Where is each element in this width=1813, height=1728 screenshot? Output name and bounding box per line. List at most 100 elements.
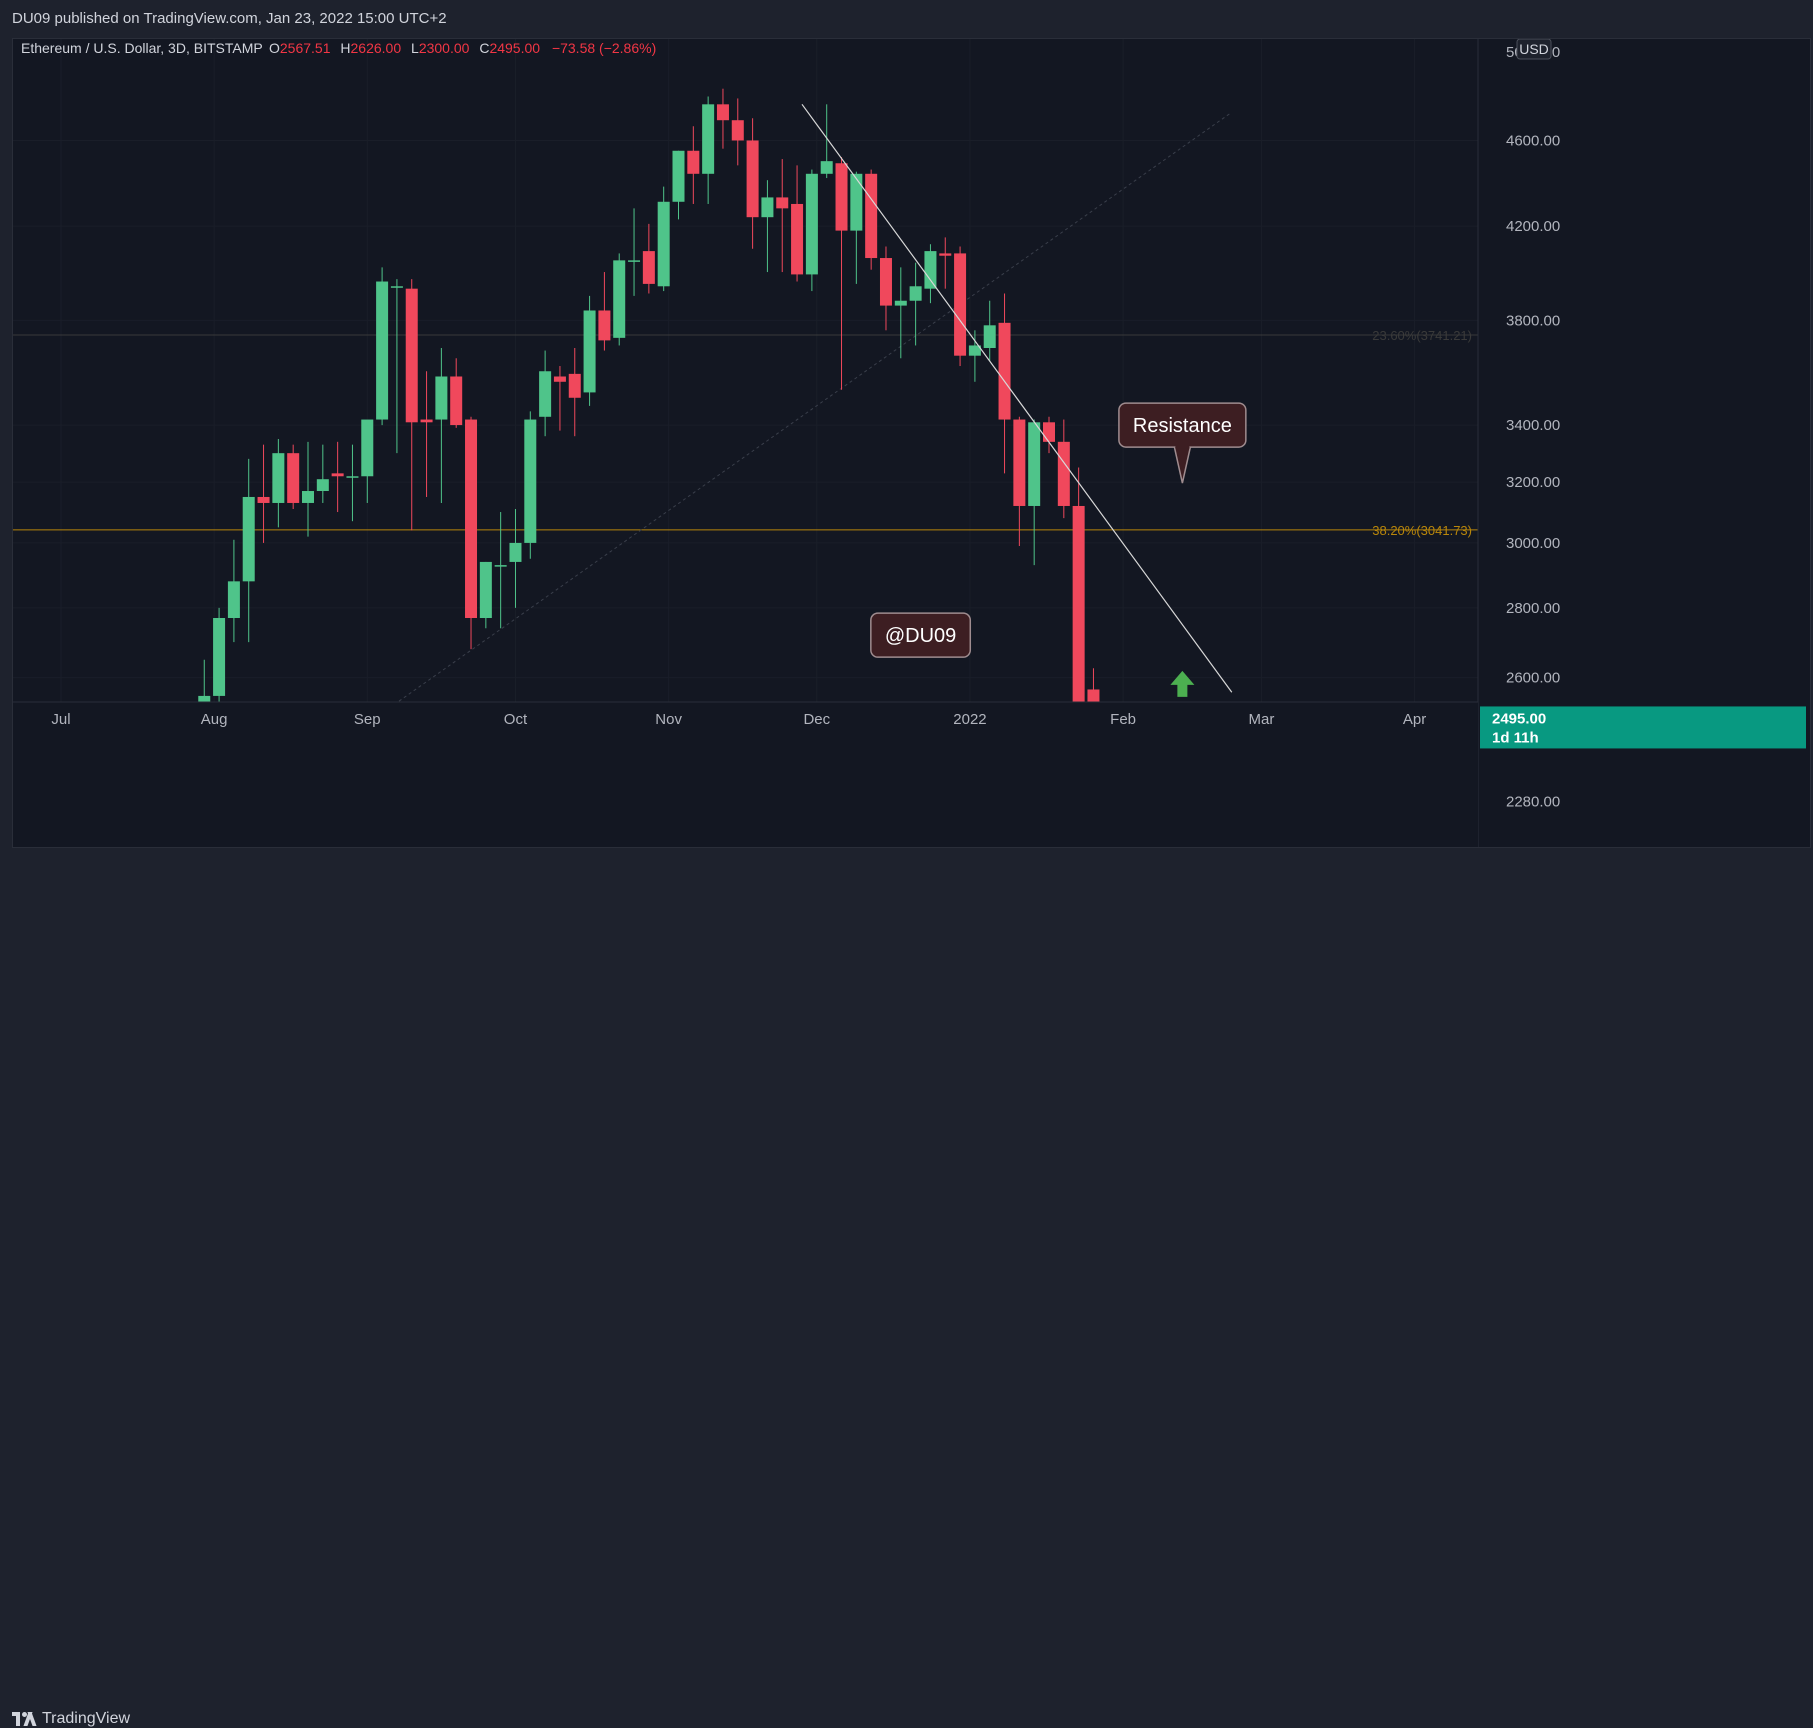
- candle-body: [213, 618, 226, 696]
- candles: [55, 88, 1100, 847]
- candle-body: [1028, 422, 1041, 506]
- candle-body: [450, 376, 463, 426]
- candle-body: [287, 453, 300, 503]
- candle-body: [998, 322, 1011, 420]
- callout-text: @DU09: [885, 625, 956, 647]
- candle-body: [524, 419, 537, 543]
- fib-level-label: 23.60%(3741.21): [1372, 328, 1472, 343]
- time-tick-label: Aug: [201, 711, 228, 728]
- time-tick-label: Sep: [354, 711, 381, 728]
- candle-body: [227, 581, 240, 619]
- symbol-legend: Ethereum / U.S. Dollar, 3D, BITSTAMP O25…: [21, 40, 656, 56]
- candle-body: [716, 104, 729, 121]
- time-tick-label: Nov: [655, 711, 682, 728]
- publish-info: DU09 published on TradingView.com, Jan 2…: [12, 10, 447, 27]
- currency-badge[interactable]: USD: [1516, 39, 1552, 60]
- candle-body: [568, 373, 581, 398]
- candle-body: [702, 104, 715, 174]
- candle-body: [865, 173, 878, 259]
- ohlc-values: O2567.51 H2626.00 L2300.00 C2495.00 −73.…: [269, 40, 656, 56]
- time-axis[interactable]: Jul Aug Sep Oct Nov Dec 2022 Feb Mar Apr: [13, 701, 1478, 847]
- currency-badge-text: USD: [1519, 41, 1549, 57]
- candle-body: [1043, 422, 1055, 442]
- candle-body: [242, 496, 255, 582]
- candle-body: [731, 120, 744, 141]
- fib-levels: 23.60%(3741.21)38.20%(3041.73)50.00%(247…: [13, 328, 1478, 731]
- candle-body: [628, 260, 641, 262]
- candle-body: [746, 140, 759, 218]
- ohlc-change: −73.58 (−2.86%): [552, 40, 656, 56]
- candle-body: [1072, 505, 1085, 715]
- candle-body: [968, 345, 981, 356]
- chart-grid: [13, 39, 1478, 802]
- chart-pane[interactable]: 23.60%(3741.21)38.20%(3041.73)50.00%(247…: [12, 38, 1811, 848]
- tradingview-logo[interactable]: TradingView: [12, 1710, 130, 1728]
- fib-level-label: 38.20%(3041.73): [1372, 523, 1472, 538]
- callout-du09[interactable]: @DU09: [870, 612, 972, 658]
- candle-body: [583, 310, 596, 393]
- candle-body: [954, 253, 967, 356]
- last-price-tag[interactable]: 2495.00 1d 11h: [1480, 706, 1806, 749]
- last-price-box: [1480, 706, 1806, 749]
- candle-body: [983, 325, 996, 349]
- candle-body: [479, 561, 492, 619]
- candle-body: [1057, 441, 1070, 506]
- candle-body: [613, 260, 626, 338]
- candle-body: [791, 203, 804, 275]
- footer-bar: TradingView: [0, 848, 1813, 1727]
- candle-body: [302, 491, 314, 503]
- candle-body: [657, 201, 670, 287]
- price-chart[interactable]: 23.60%(3741.21)38.20%(3041.73)50.00%(247…: [13, 39, 1810, 847]
- time-tick-label: Mar: [1248, 711, 1274, 728]
- candle-body: [361, 419, 374, 477]
- candle-body: [776, 197, 789, 209]
- candle-body: [257, 496, 270, 503]
- candle-body: [879, 258, 892, 306]
- price-axis[interactable]: 4600.00 4200.00 3800.00 3400.00 3200.00 3000.…: [1477, 39, 1810, 847]
- candle-body: [761, 197, 774, 218]
- price-tick-label: 2280.00: [1506, 793, 1560, 810]
- candle-body: [1013, 419, 1026, 506]
- price-tick-label: 2600.00: [1506, 670, 1560, 687]
- candle-body: [598, 310, 611, 341]
- candle-body: [331, 473, 344, 477]
- candle-body: [894, 300, 907, 306]
- candle-body: [465, 419, 478, 619]
- candle-body: [642, 251, 655, 284]
- tradingview-logo-icon: [12, 1712, 37, 1726]
- candle-body: [390, 286, 403, 288]
- candle-body: [435, 376, 448, 420]
- time-tick-label: Oct: [504, 711, 528, 728]
- trendline[interactable]: [801, 103, 1233, 693]
- candle-body: [939, 253, 952, 256]
- time-axis-bg: [13, 702, 1478, 847]
- resistance-trendline[interactable]: [801, 103, 1233, 693]
- callout-resistance[interactable]: Resistance: [1118, 402, 1247, 484]
- callout-pointer: [1173, 446, 1192, 484]
- candle-body: [539, 371, 552, 417]
- candle-body: [850, 173, 863, 231]
- last-price-countdown: 1d 11h: [1492, 729, 1539, 746]
- callout-box: [870, 612, 972, 658]
- price-tick-label: 3200.00: [1506, 474, 1560, 491]
- price-tick-label: 4200.00: [1506, 218, 1560, 235]
- time-tick-label: Apr: [1403, 711, 1426, 728]
- price-tick-label: 2800.00: [1506, 600, 1560, 617]
- candle-body: [805, 173, 818, 275]
- ohlc-close: 2495.00: [489, 40, 540, 56]
- time-tick-label: Jul: [51, 711, 70, 728]
- last-price-value: 2495.00: [1492, 710, 1546, 727]
- candle-body: [687, 150, 700, 174]
- candle-body: [820, 161, 833, 174]
- price-tick-label: 4600.00: [1506, 132, 1560, 149]
- candle-body: [494, 565, 507, 567]
- candle-body: [316, 479, 329, 492]
- candle-body: [346, 476, 359, 478]
- candle-body: [924, 251, 937, 289]
- price-tick-label: 3400.00: [1506, 417, 1560, 434]
- ohlc-open: 2567.51: [280, 40, 331, 56]
- price-tick-label: 3000.00: [1506, 535, 1560, 552]
- candle-body: [405, 288, 418, 423]
- currency-badge-box: [1516, 39, 1552, 60]
- candle-body: [835, 163, 848, 231]
